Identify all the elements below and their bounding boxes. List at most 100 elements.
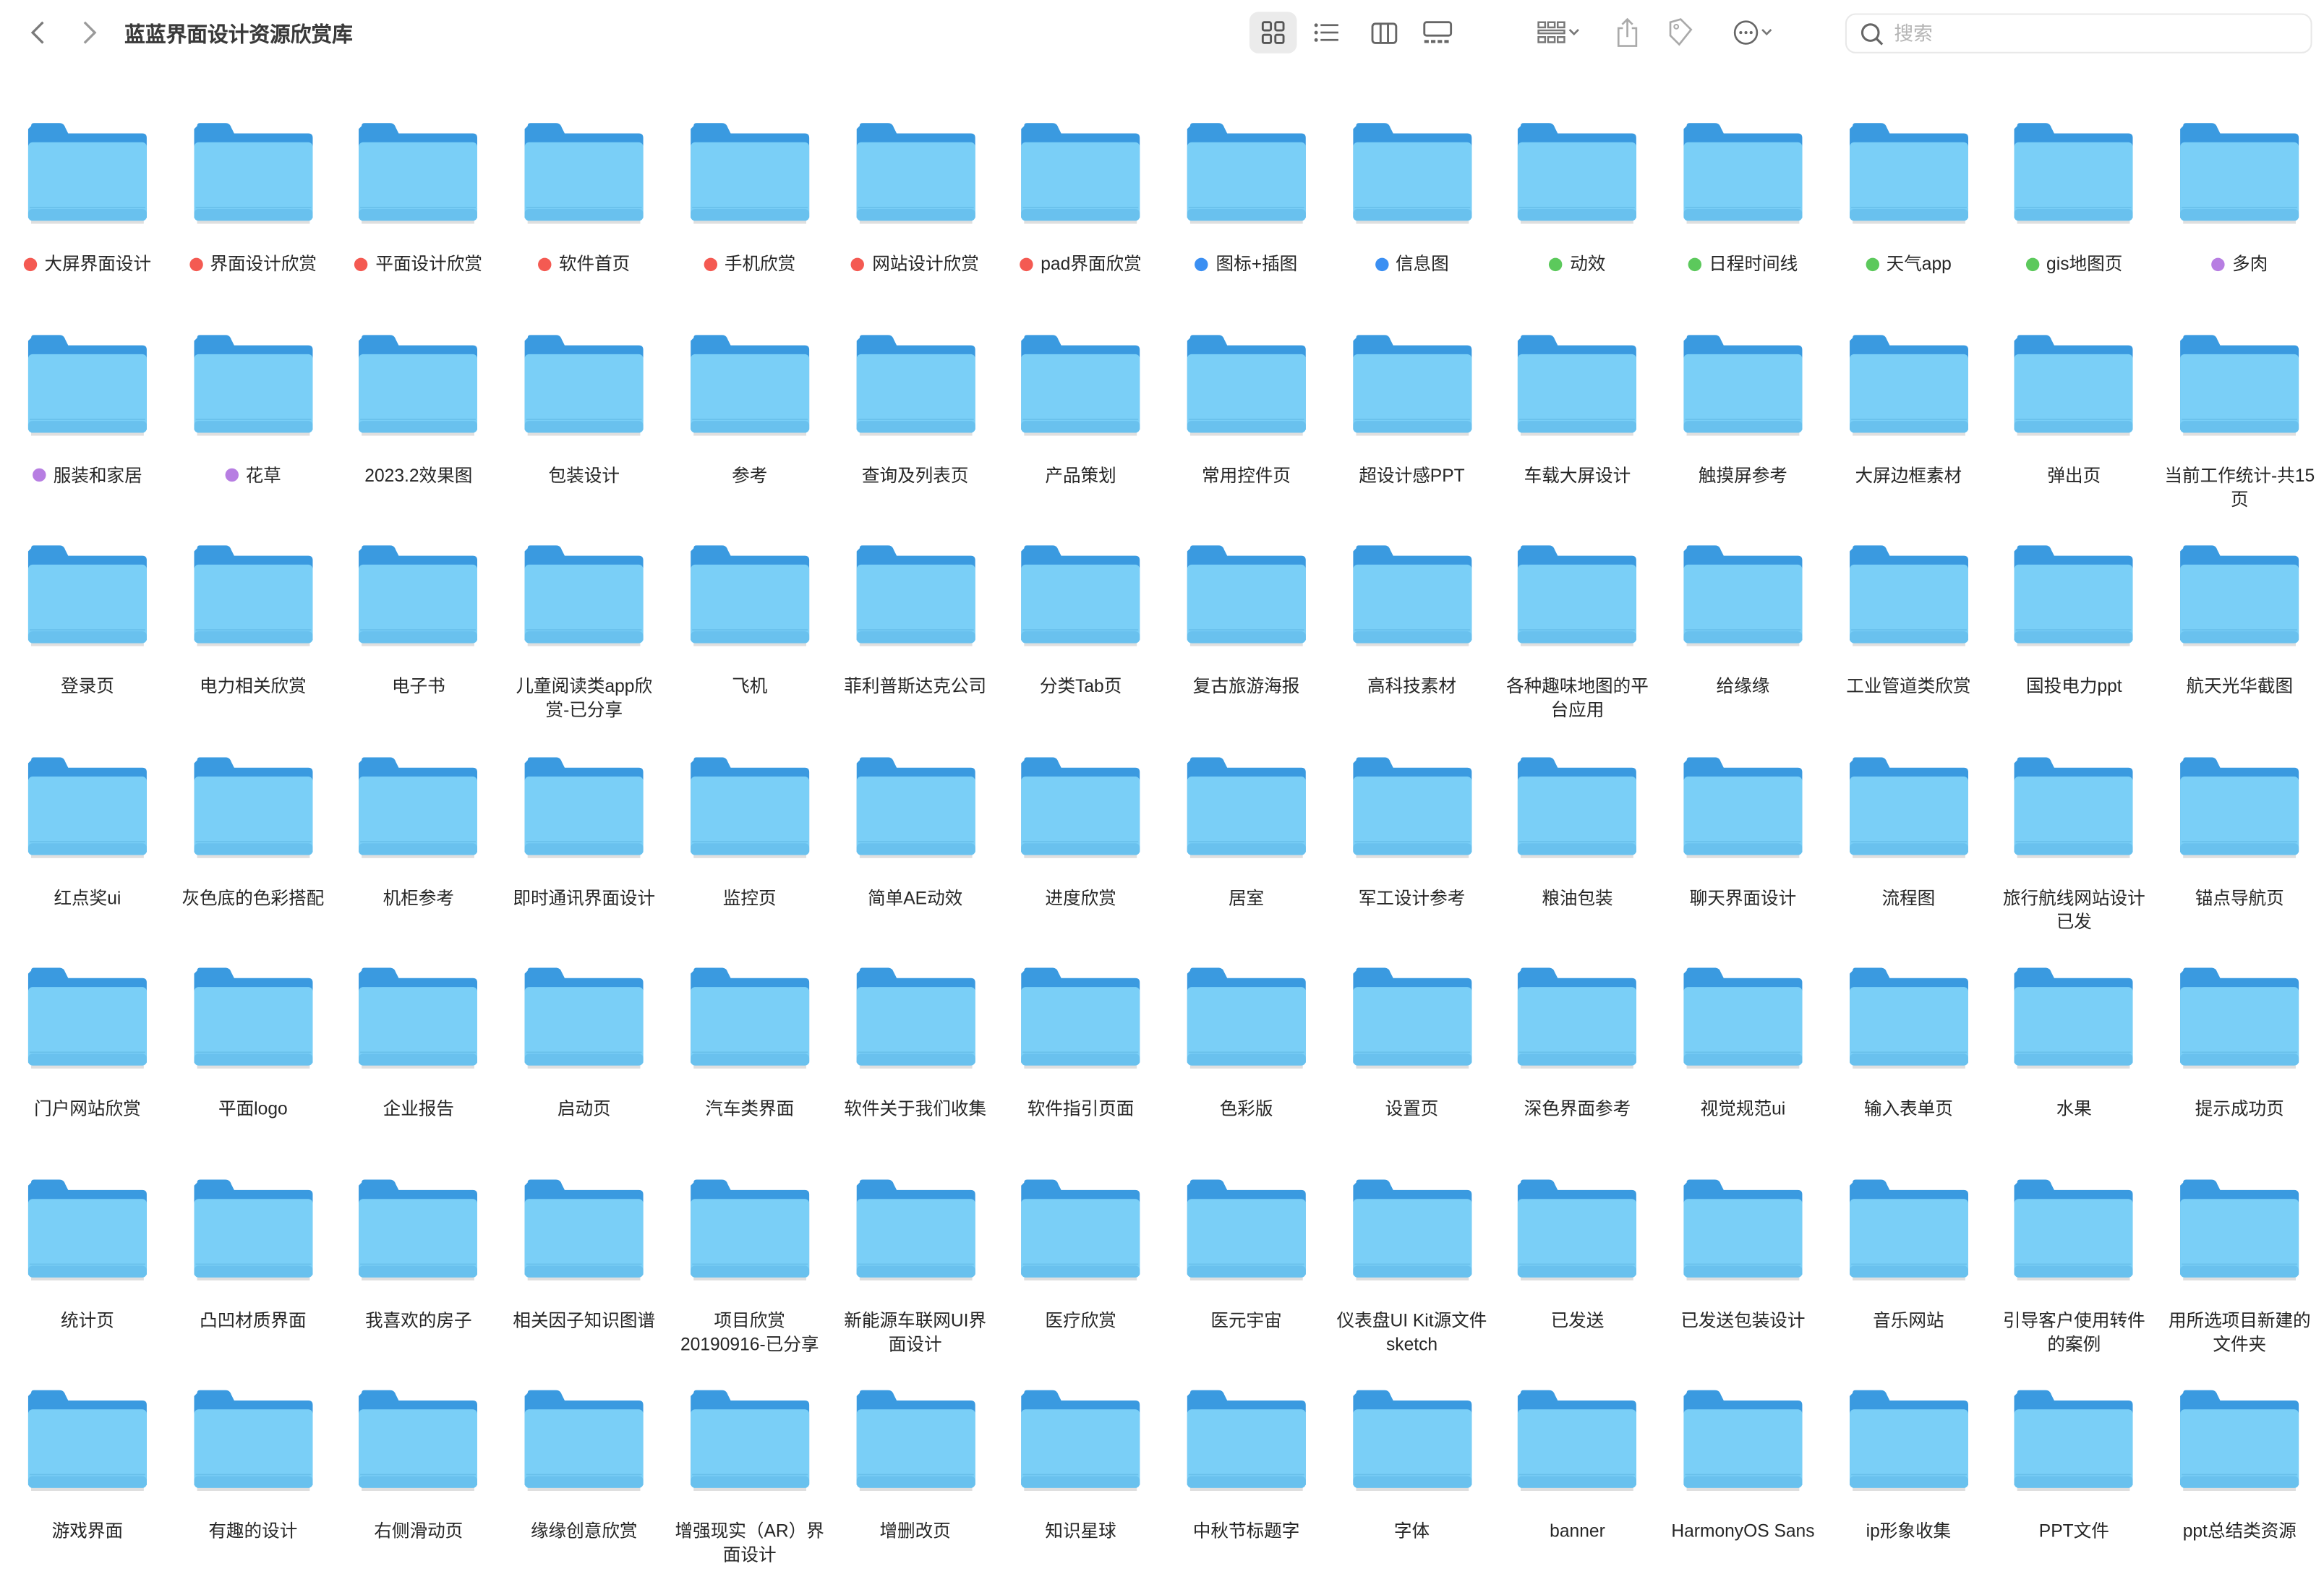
folder-item[interactable]: 各种趣味地图的平台应用: [1496, 545, 1659, 722]
folder-item[interactable]: 音乐网站: [1827, 1179, 1990, 1332]
folder-item[interactable]: banner: [1496, 1390, 1659, 1543]
folder-item[interactable]: 电力相关欣赏: [171, 545, 334, 698]
folder-item[interactable]: 汽车类界面: [668, 967, 831, 1120]
folder-item[interactable]: 项目欣赏20190916-已分享: [668, 1179, 831, 1356]
forward-button[interactable]: [74, 14, 103, 50]
folder-item[interactable]: 知识星球: [999, 1390, 1162, 1543]
folder-item[interactable]: 查询及列表页: [834, 334, 996, 487]
column-view-button[interactable]: [1367, 12, 1402, 53]
folder-item[interactable]: 居室: [1165, 756, 1328, 909]
folder-item[interactable]: 提示成功页: [2158, 967, 2321, 1120]
folder-item[interactable]: 进度欣赏: [999, 756, 1162, 909]
folder-item[interactable]: 动效: [1496, 123, 1659, 275]
folder-item[interactable]: 水果: [1993, 967, 2156, 1120]
folder-item[interactable]: 军工设计参考: [1330, 756, 1493, 909]
folder-item[interactable]: 软件指引页面: [999, 967, 1162, 1120]
folder-item[interactable]: 字体: [1330, 1390, 1493, 1543]
folder-item[interactable]: 聊天界面设计: [1662, 756, 1824, 909]
folder-item[interactable]: pad界面欣赏: [999, 123, 1162, 275]
more-actions-button[interactable]: [1724, 12, 1783, 53]
folder-item[interactable]: 新能源车联网UI界面设计: [834, 1179, 996, 1356]
folder-item[interactable]: 超设计感PPT: [1330, 334, 1493, 487]
folder-item[interactable]: 电子书: [337, 545, 500, 698]
folder-item[interactable]: 2023.2效果图: [337, 334, 500, 487]
folder-item[interactable]: 锚点导航页: [2158, 756, 2321, 909]
folder-item[interactable]: 常用控件页: [1165, 334, 1328, 487]
folder-item[interactable]: 当前工作统计-共15页: [2158, 334, 2321, 510]
folder-item[interactable]: 机柜参考: [337, 756, 500, 909]
folder-item[interactable]: 门户网站欣赏: [6, 967, 168, 1120]
folder-item[interactable]: 中秋节标题字: [1165, 1390, 1328, 1543]
folder-item[interactable]: 飞机: [668, 545, 831, 698]
icon-view-button[interactable]: [1249, 12, 1297, 54]
folder-item[interactable]: 平面设计欣赏: [337, 123, 500, 275]
folder-item[interactable]: 已发送: [1496, 1179, 1659, 1332]
folder-item[interactable]: 凸凹材质界面: [171, 1179, 334, 1332]
folder-item[interactable]: 医元宇宙: [1165, 1179, 1328, 1332]
folder-item[interactable]: 我喜欢的房子: [337, 1179, 500, 1332]
folder-item[interactable]: 分类Tab页: [999, 545, 1162, 698]
folder-item[interactable]: 软件首页: [503, 123, 665, 275]
folder-item[interactable]: 图标+插图: [1165, 123, 1328, 275]
folder-item[interactable]: 统计页: [6, 1179, 168, 1332]
folder-item[interactable]: 高科技素材: [1330, 545, 1493, 698]
folder-item[interactable]: 用所选项目新建的文件夹: [2158, 1179, 2321, 1356]
folder-item[interactable]: 航天光华截图: [2158, 545, 2321, 698]
folder-item[interactable]: 软件关于我们收集: [834, 967, 996, 1120]
folder-item[interactable]: 界面设计欣赏: [171, 123, 334, 275]
folder-item[interactable]: 增强现实（AR）界面设计: [668, 1390, 831, 1567]
folder-item[interactable]: 有趣的设计: [171, 1390, 334, 1543]
folder-item[interactable]: 缘缘创意欣赏: [503, 1390, 665, 1543]
group-by-button[interactable]: [1529, 12, 1589, 53]
folder-item[interactable]: 旅行航线网站设计已发: [1993, 756, 2156, 933]
folder-item[interactable]: 仪表盘UI Kit源文件sketch: [1330, 1179, 1493, 1356]
folder-item[interactable]: 简单AE动效: [834, 756, 996, 909]
folder-item[interactable]: 启动页: [503, 967, 665, 1120]
share-button[interactable]: [1611, 12, 1644, 53]
folder-item[interactable]: 平面logo: [171, 967, 334, 1120]
folder-item[interactable]: 右侧滑动页: [337, 1390, 500, 1543]
folder-item[interactable]: 触摸屏参考: [1662, 334, 1824, 487]
folder-item[interactable]: 粮油包装: [1496, 756, 1659, 909]
folder-item[interactable]: 灰色底的色彩搭配: [171, 756, 334, 909]
folder-item[interactable]: 企业报告: [337, 967, 500, 1120]
folder-item[interactable]: 参考: [668, 334, 831, 487]
folder-item[interactable]: 大屏界面设计: [6, 123, 168, 275]
folder-item[interactable]: ip形象收集: [1827, 1390, 1990, 1543]
folder-item[interactable]: 游戏界面: [6, 1390, 168, 1543]
folder-item[interactable]: 登录页: [6, 545, 168, 698]
folder-item[interactable]: 网站设计欣赏: [834, 123, 996, 275]
folder-item[interactable]: 即时通讯界面设计: [503, 756, 665, 909]
folder-item[interactable]: 日程时间线: [1662, 123, 1824, 275]
gallery-view-button[interactable]: [1420, 12, 1456, 53]
folder-item[interactable]: 产品策划: [999, 334, 1162, 487]
search-input[interactable]: [1891, 20, 2283, 46]
tag-button[interactable]: [1665, 12, 1697, 53]
folder-item[interactable]: 给缘缘: [1662, 545, 1824, 698]
folder-item[interactable]: 视觉规范ui: [1662, 967, 1824, 1120]
folder-item[interactable]: 手机欣赏: [668, 123, 831, 275]
folder-item[interactable]: 监控页: [668, 756, 831, 909]
folder-item[interactable]: 红点奖ui: [6, 756, 168, 909]
folder-item[interactable]: gis地图页: [1993, 123, 2156, 275]
folder-item[interactable]: 多肉: [2158, 123, 2321, 275]
folder-item[interactable]: 包装设计: [503, 334, 665, 487]
folder-item[interactable]: 流程图: [1827, 756, 1990, 909]
back-button[interactable]: [24, 14, 54, 50]
folder-item[interactable]: 色彩版: [1165, 967, 1328, 1120]
folder-item[interactable]: 弹出页: [1993, 334, 2156, 487]
folder-item[interactable]: 儿童阅读类app欣赏-已分享: [503, 545, 665, 722]
folder-item[interactable]: 已发送包装设计: [1662, 1179, 1824, 1332]
folder-item[interactable]: PPT文件: [1993, 1390, 2156, 1543]
folder-item[interactable]: 服装和家居: [6, 334, 168, 487]
folder-item[interactable]: 设置页: [1330, 967, 1493, 1120]
folder-item[interactable]: 花草: [171, 334, 334, 487]
folder-item[interactable]: 医疗欣赏: [999, 1179, 1162, 1332]
search-field[interactable]: [1845, 13, 2312, 54]
folder-item[interactable]: ppt总结类资源: [2158, 1390, 2321, 1543]
folder-item[interactable]: 引导客户使用转件的案例: [1993, 1179, 2156, 1356]
folder-item[interactable]: 菲利普斯达克公司: [834, 545, 996, 698]
folder-item[interactable]: 相关因子知识图谱: [503, 1179, 665, 1332]
folder-item[interactable]: 复古旅游海报: [1165, 545, 1328, 698]
folder-item[interactable]: 大屏边框素材: [1827, 334, 1990, 487]
